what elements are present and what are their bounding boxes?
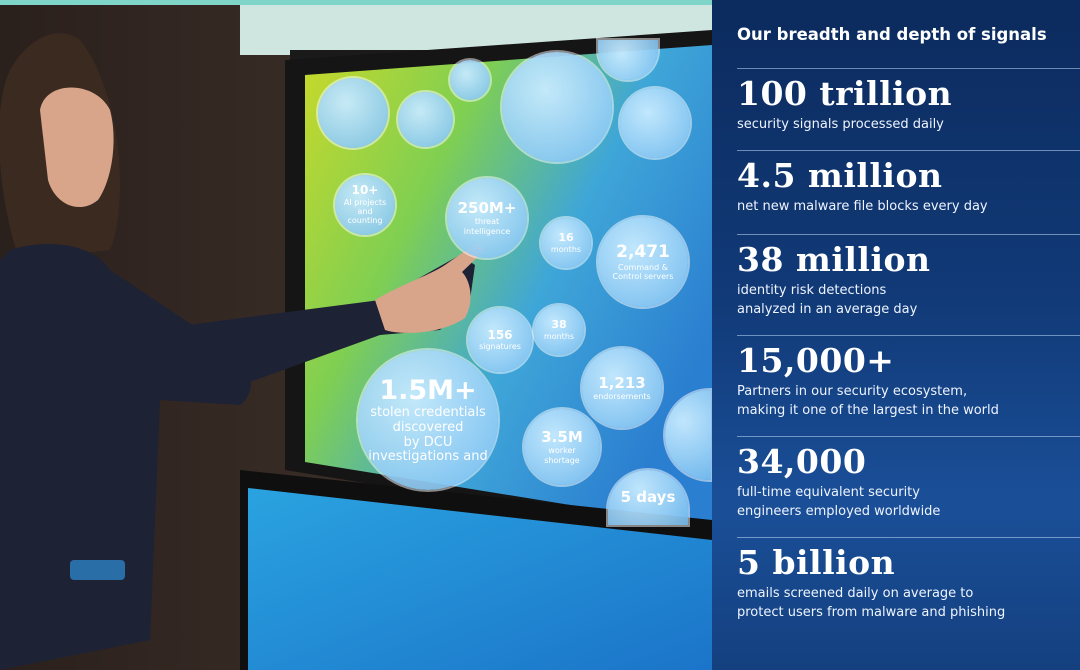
bubble-text: threat intelligence (463, 217, 511, 236)
bubble-text: Command & (618, 262, 668, 272)
stat-description: identity risk detections (737, 283, 887, 298)
bubble-value: 1.5M+ (379, 374, 477, 406)
stat-value: 38 million (737, 240, 931, 279)
screen-bubble: 250M+ threat intelligence (447, 178, 527, 258)
stat-value: 4.5 million (737, 156, 943, 195)
bubble-value: 156 (487, 327, 513, 342)
stat-description: emails screened daily on average to (737, 586, 974, 601)
stat-value: 5 billion (737, 543, 896, 582)
bubble-value: 38 (551, 318, 567, 332)
bubble-text: Control servers (612, 271, 674, 281)
stat-description: full-time equivalent security (737, 485, 920, 500)
bubble-value: 10+ (351, 183, 379, 198)
decor-bubble (450, 60, 490, 100)
bubble-value: 250M+ (457, 199, 517, 218)
bubble-text: months (550, 244, 582, 254)
decor-bubble (318, 78, 388, 148)
stat-value: 100 trillion (737, 74, 953, 113)
stat: 100 trillion security signals processed d… (737, 68, 1080, 134)
stat: 15,000+ Partners in our security ecosyste… (737, 335, 1080, 420)
screen-bubble: 2,471 Command & Control servers (598, 217, 688, 307)
bubble-text: months (543, 331, 575, 341)
stat-description: security signals processed daily (737, 117, 944, 132)
stat-description: Partners in our security ecosystem, (737, 384, 968, 399)
decor-bubble (620, 88, 690, 158)
bubble-value: 3.5M (541, 428, 583, 447)
stat-description: analyzed in an average day (737, 302, 918, 317)
bubble-text: by DCU investigations and (368, 434, 488, 465)
stat-description: protect users from malware and phishing (737, 605, 1006, 620)
stat: 4.5 million net new malware file blocks e… (737, 150, 1080, 216)
stat: 34,000 full-time equivalent security engin… (737, 436, 1080, 521)
stat-value: 15,000+ (737, 341, 895, 380)
screen-bubble: 156 signatures (468, 308, 532, 372)
panel-title: Our breadth and depth of signals (737, 25, 1047, 44)
bubble-value: 5 days (620, 487, 676, 506)
bubble-text: endorsements (593, 392, 651, 402)
screen-bubble: 1.5M+ stolen credentials discovered by DCU… (358, 350, 498, 490)
stat-description: net new malware file blocks every day (737, 199, 988, 214)
stat-description: engineers employed worldwide (737, 504, 941, 519)
stat: 38 million identity risk detections analyz… (737, 234, 1080, 319)
stat-description: making it one of the largest in the worl… (737, 403, 999, 418)
decor-bubble (502, 52, 612, 162)
stats-panel: Our breadth and depth of signals 100 tri… (712, 0, 1080, 670)
screen-bubble: 3.5M worker shortage (524, 409, 600, 485)
bubble-text: counting (347, 216, 383, 226)
bubble-text: AI projects and (343, 198, 387, 217)
bubble-text: signatures (479, 342, 521, 352)
decor-bubble (398, 92, 453, 147)
screen-bubble: 10+ AI projects and counting (335, 175, 395, 235)
bubble-text: worker shortage (544, 446, 580, 465)
stat-value: 34,000 (737, 442, 867, 481)
screen-bubble: 16 months (541, 218, 591, 268)
screen-bubble: 38 months (534, 305, 584, 355)
bubble-value: 2,471 (616, 242, 670, 263)
stat: 5 billion emails screened daily on averag… (737, 537, 1080, 622)
bubble-value: 1,213 (598, 373, 646, 392)
bubble-value: 16 (558, 231, 574, 245)
screen-bubble: 1,213 endorsements (582, 348, 662, 428)
bubble-text: stolen credentials discovered (370, 404, 486, 435)
